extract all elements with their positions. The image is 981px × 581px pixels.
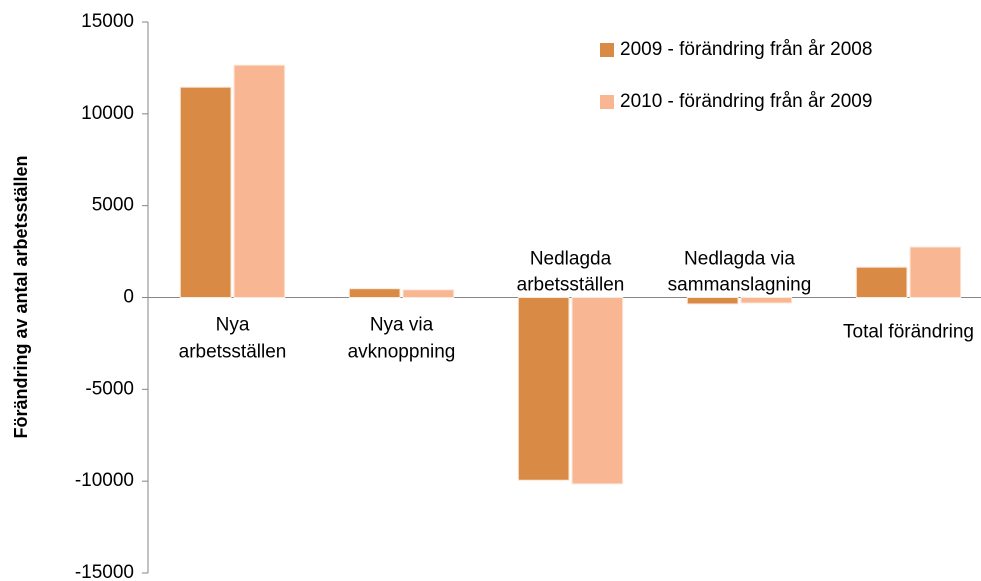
x-tick-label: Nya via xyxy=(370,315,434,336)
y-tick-label: -15000 xyxy=(75,562,134,581)
y-axis-title: Förändring av antal arbetsställen xyxy=(11,155,31,438)
x-tick-label: Nya xyxy=(216,315,250,336)
x-tick-label: sammanslagning xyxy=(668,275,812,296)
bar xyxy=(909,246,962,299)
bar xyxy=(348,288,401,298)
bar xyxy=(233,64,286,298)
y-tick-label: -5000 xyxy=(85,378,134,399)
x-tick-label: Nedlagda xyxy=(530,249,612,270)
y-tick-label: 5000 xyxy=(92,195,134,216)
bar xyxy=(179,86,232,299)
x-tick-label: Total förändring xyxy=(843,322,974,343)
x-tick-label: Nedlagda via xyxy=(684,249,795,270)
legend-swatch xyxy=(600,43,614,57)
legend-label: 2009 - förändring från år 2008 xyxy=(620,39,872,60)
y-tick-label: 10000 xyxy=(81,103,134,124)
y-tick-label: 15000 xyxy=(81,11,134,32)
bar xyxy=(740,297,793,304)
bar xyxy=(686,297,739,305)
x-tick-label: arbetsställen xyxy=(517,275,625,296)
legend-label: 2010 - förändring från år 2009 xyxy=(620,91,872,112)
bar xyxy=(855,266,908,299)
y-tick-label: -10000 xyxy=(75,470,134,491)
bar xyxy=(402,289,455,299)
legend-swatch xyxy=(600,95,614,109)
x-tick-label: avknoppning xyxy=(348,342,456,363)
bar xyxy=(571,297,624,485)
bar xyxy=(517,297,570,481)
x-tick-label: arbetsställen xyxy=(179,342,287,363)
y-tick-label: 0 xyxy=(123,287,134,308)
